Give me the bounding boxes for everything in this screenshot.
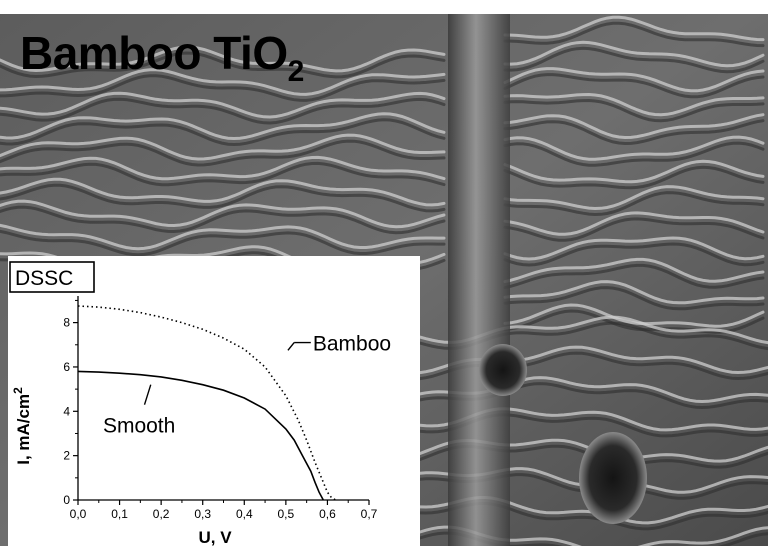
y-tick-label: 2 — [63, 449, 70, 463]
y-axis-label: I, mA/cm2 — [11, 387, 33, 465]
y-axis-label-sup: 2 — [11, 387, 25, 394]
jv-chart-inset: DSSC 0,0 0,1 0,2 0,3 0,4 0,5 0,6 0,7 0 2 4 6 8 Bambo… — [8, 256, 420, 546]
bamboo-annotation: Bamboo — [313, 333, 391, 356]
x-tick-label: 0,5 — [278, 507, 295, 521]
x-tick-label: 0,0 — [70, 507, 87, 521]
title-main: Bamboo TiO — [20, 27, 288, 79]
dssc-label: DSSC — [15, 267, 73, 290]
x-tick-label: 0,2 — [153, 507, 170, 521]
series-line-bamboo — [77, 305, 337, 501]
title-subscript: 2 — [287, 55, 305, 88]
smooth-leader-line — [143, 384, 152, 405]
x-tick-label: 0,1 — [111, 507, 128, 521]
bamboo-leader-line — [287, 342, 295, 351]
jv-chart: DSSC 0,0 0,1 0,2 0,3 0,4 0,5 0,6 0,7 0 2 4 6 8 Bambo… — [9, 261, 391, 546]
x-tick-label: 0,7 — [361, 507, 378, 521]
series-line-smooth — [77, 370, 325, 501]
dssc-label-box — [9, 261, 95, 293]
x-tick-label: 0,6 — [319, 507, 336, 521]
y-tick-label: 0 — [63, 493, 70, 507]
y-tick-label: 4 — [63, 404, 70, 418]
x-tick-label: 0,3 — [194, 507, 211, 521]
image-title: Bamboo TiO2 — [20, 27, 304, 87]
y-tick-label: 8 — [63, 316, 70, 330]
y-axis-label-main: I, mA/cm — [14, 394, 33, 465]
x-axis-label: U, V — [198, 528, 232, 546]
smooth-annotation: Smooth — [103, 414, 175, 437]
x-tick-label: 0,4 — [236, 507, 253, 521]
y-tick-label: 6 — [63, 360, 70, 374]
